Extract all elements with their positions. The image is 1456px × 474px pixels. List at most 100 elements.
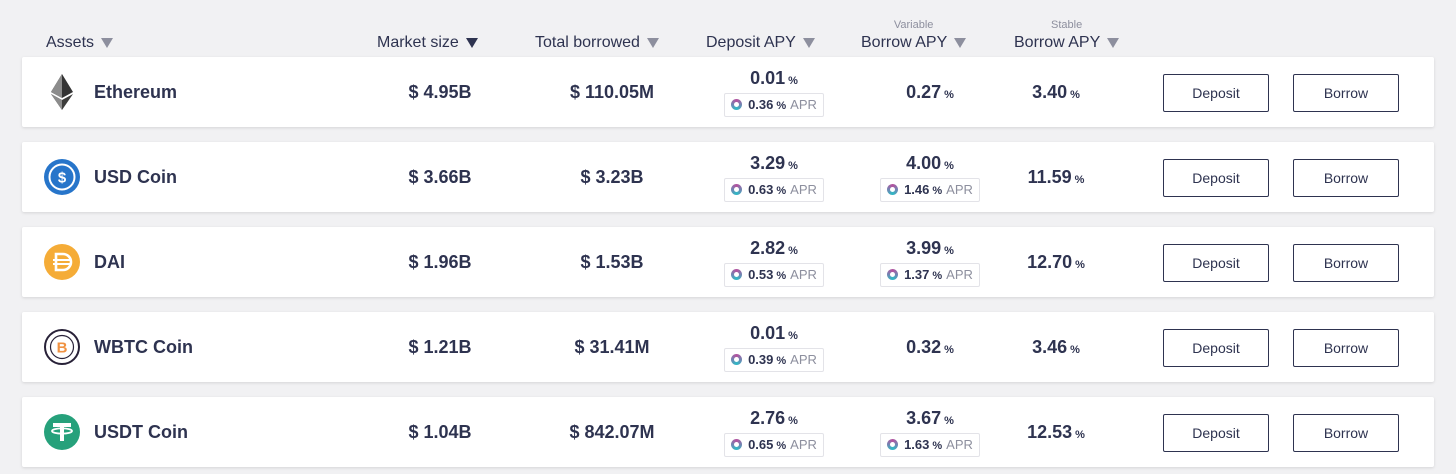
apr-value: 1.46% <box>904 182 943 197</box>
stable-borrow-apy-value: 11.59% <box>1027 166 1085 187</box>
market-size-cell: $ 1.96B <box>340 227 540 297</box>
asset-cell: $ USD Coin <box>44 142 364 212</box>
deposit-apy-cell: 0.01% 0.39% APR <box>674 312 874 382</box>
borrow-button[interactable]: Borrow <box>1293 244 1399 282</box>
total-borrowed-cell: $ 3.23B <box>512 142 712 212</box>
deposit-button[interactable]: Deposit <box>1163 244 1269 282</box>
svg-text:B: B <box>57 340 68 357</box>
borrow-button[interactable]: Borrow <box>1293 414 1399 452</box>
ethereum-icon <box>44 74 80 110</box>
variable-borrow-apy-value: 0.27% <box>906 81 954 102</box>
table-row[interactable]: Ethereum $ 4.95B $ 110.05M 0.01% 0.36% APR 0.2… <box>22 57 1434 127</box>
asset-name: Ethereum <box>94 81 178 102</box>
variable-borrow-apy-cell: 3.99% 1.37% APR <box>830 227 1030 297</box>
market-size-value: $ 4.95B <box>408 81 472 102</box>
usdt-icon <box>44 414 80 450</box>
stable-borrow-apy-cell: 3.40% <box>956 57 1156 127</box>
variable-borrow-apy-cell: 3.67% 1.63% APR <box>830 397 1030 467</box>
deposit-apy-cell: 0.01% 0.36% APR <box>674 57 874 127</box>
apr-badge: 1.46% APR <box>880 177 980 202</box>
header-variable-label: Variable <box>893 19 934 31</box>
total-borrowed-cell: $ 1.53B <box>512 227 712 297</box>
apr-unit: APR <box>790 437 817 452</box>
svg-text:$: $ <box>58 170 67 187</box>
apr-unit: APR <box>946 267 973 282</box>
apr-value: 1.37% <box>904 267 943 282</box>
deposit-apy-value: 2.82% <box>750 237 798 258</box>
apr-value: 0.63% <box>748 182 787 197</box>
header-market-size[interactable]: Market size <box>377 14 478 54</box>
market-size-cell: $ 3.66B <box>340 142 540 212</box>
asset-name: USD Coin <box>94 166 177 187</box>
aave-incentive-icon <box>731 99 743 110</box>
market-size-cell: $ 1.21B <box>340 312 540 382</box>
apr-badge: 0.53% APR <box>724 262 824 287</box>
deposit-apy-value: 2.76% <box>750 407 798 428</box>
apr-unit: APR <box>946 437 973 452</box>
borrow-button[interactable]: Borrow <box>1293 74 1399 112</box>
asset-name: USDT Coin <box>94 421 188 442</box>
header-market-size-label: Market size <box>377 34 459 51</box>
table-row[interactable]: USDT Coin $ 1.04B $ 842.07M 2.76% 0.65% APR 3.… <box>22 397 1434 467</box>
total-borrowed-value: $ 110.05M <box>569 81 655 102</box>
header-total-borrowed[interactable]: Total borrowed <box>535 14 659 54</box>
total-borrowed-cell: $ 31.41M <box>512 312 712 382</box>
stable-borrow-apy-value: 12.70% <box>1027 251 1085 272</box>
deposit-button[interactable]: Deposit <box>1163 74 1269 112</box>
market-size-value: $ 1.21B <box>408 336 472 357</box>
sort-triangle-icon <box>646 38 659 48</box>
header-variable-borrow-label: Borrow APY <box>861 34 948 51</box>
table-row[interactable]: B WBTC Coin $ 1.21B $ 31.41M 0.01% 0.39% APR 0… <box>22 312 1434 382</box>
aave-incentive-icon <box>731 184 743 195</box>
apr-badge: 0.65% APR <box>724 432 824 457</box>
apr-badge: 0.36% APR <box>724 92 824 117</box>
market-size-value: $ 1.96B <box>408 251 472 272</box>
asset-cell: DAI <box>44 227 364 297</box>
deposit-button[interactable]: Deposit <box>1163 329 1269 367</box>
variable-borrow-apy-cell: 0.27% <box>830 57 1030 127</box>
deposit-apy-cell: 2.82% 0.53% APR <box>674 227 874 297</box>
stable-borrow-apy-value: 12.53% <box>1027 421 1085 442</box>
variable-borrow-apy-value: 4.00% <box>906 152 954 173</box>
header-stable-borrow-label: Borrow APY <box>1014 34 1101 51</box>
header-assets[interactable]: Assets <box>46 14 114 54</box>
header-assets-label: Assets <box>46 34 95 51</box>
table-header: Assets Market size Total borrowed Deposi… <box>0 0 1456 56</box>
borrow-button[interactable]: Borrow <box>1293 329 1399 367</box>
market-size-cell: $ 4.95B <box>340 57 540 127</box>
table-row[interactable]: DAI $ 1.96B $ 1.53B 2.82% 0.53% APR 3.99% 1.37%… <box>22 227 1434 297</box>
header-stable-label: Stable <box>1051 19 1083 31</box>
sort-triangle-icon <box>802 38 815 48</box>
sort-triangle-icon <box>1107 38 1120 48</box>
total-borrowed-value: $ 3.23B <box>580 166 644 187</box>
apr-unit: APR <box>790 182 817 197</box>
table-row[interactable]: $ USD Coin $ 3.66B $ 3.23B 3.29% 0.63% APR 4.0… <box>22 142 1434 212</box>
dai-icon <box>44 244 80 280</box>
variable-borrow-apy-value: 0.32% <box>906 336 954 357</box>
apr-unit: APR <box>946 182 973 197</box>
header-deposit-apy[interactable]: Deposit APY <box>706 14 815 54</box>
header-variable-borrow-apy[interactable]: Variable Borrow APY <box>861 14 967 54</box>
asset-table: Ethereum $ 4.95B $ 110.05M 0.01% 0.36% APR 0.2… <box>22 57 1434 474</box>
header-total-borrowed-label: Total borrowed <box>535 34 640 51</box>
aave-incentive-icon <box>887 439 899 450</box>
asset-cell: USDT Coin <box>44 397 364 467</box>
apr-badge: 1.37% APR <box>880 262 980 287</box>
market-size-value: $ 1.04B <box>408 421 472 442</box>
market-size-cell: $ 1.04B <box>340 397 540 467</box>
borrow-button[interactable]: Borrow <box>1293 159 1399 197</box>
total-borrowed-value: $ 1.53B <box>580 251 644 272</box>
apr-badge: 1.63% APR <box>880 432 980 457</box>
market-size-value: $ 3.66B <box>408 166 472 187</box>
stable-borrow-apy-value: 3.40% <box>1032 81 1080 102</box>
deposit-button[interactable]: Deposit <box>1163 159 1269 197</box>
total-borrowed-value: $ 842.07M <box>569 421 655 442</box>
apr-unit: APR <box>790 97 817 112</box>
aave-incentive-icon <box>731 439 743 450</box>
deposit-button[interactable]: Deposit <box>1163 414 1269 452</box>
apr-value: 0.65% <box>748 437 787 452</box>
header-deposit-apy-label: Deposit APY <box>706 34 796 51</box>
aave-incentive-icon <box>731 354 743 365</box>
variable-borrow-apy-value: 3.99% <box>906 237 954 258</box>
header-stable-borrow-apy[interactable]: Stable Borrow APY <box>1014 14 1120 54</box>
